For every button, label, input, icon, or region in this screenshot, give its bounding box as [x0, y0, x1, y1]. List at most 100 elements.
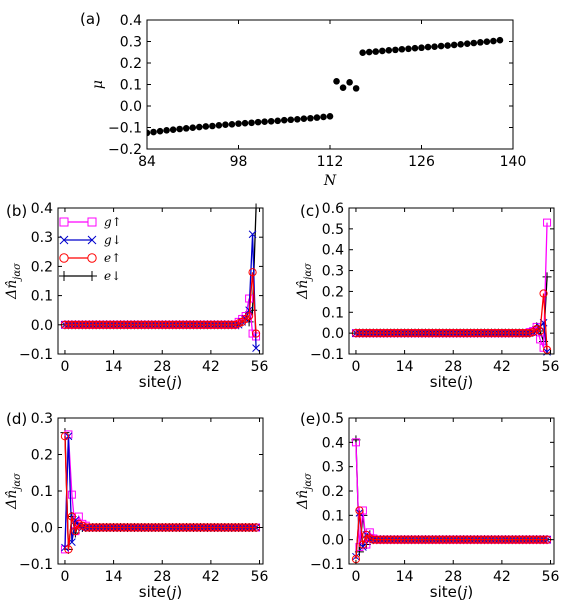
data-point [431, 43, 438, 50]
y-tick-label: 0.2 [322, 484, 344, 500]
data-series [351, 435, 552, 564]
series-circle [351, 289, 552, 354]
y-tick-label: 0.4 [31, 201, 53, 217]
legend-marker [87, 271, 97, 281]
data-point [280, 116, 288, 124]
panel-label: (a) [80, 10, 101, 28]
data-point [398, 45, 406, 53]
y-tick-label: 0.0 [120, 99, 142, 115]
data-point [195, 123, 203, 131]
y-axis-label: Δn̂jασ [4, 472, 23, 510]
series-line [355, 442, 548, 548]
x-tick-label: 84 [138, 154, 156, 170]
data-point [313, 114, 321, 121]
data-marker [71, 527, 80, 536]
y-tick-label: 0.1 [31, 484, 53, 500]
series-line [64, 272, 257, 334]
data-point [418, 44, 425, 52]
x-tick-label: 28 [153, 569, 171, 585]
x-tick-label: 28 [444, 359, 462, 375]
y-tick-label: −0.1 [19, 347, 53, 363]
x-axis-label: site(j) [139, 373, 182, 391]
series-line [355, 512, 548, 557]
y-tick-label: 0.2 [31, 448, 53, 464]
x-axis-label: site(j) [430, 583, 473, 601]
data-marker [67, 512, 76, 521]
data-point [346, 79, 353, 86]
x-axis-label: N [323, 173, 337, 189]
legend-marker [87, 217, 97, 227]
series-line [355, 439, 548, 552]
data-point [241, 119, 249, 127]
x-tick-label: 42 [493, 359, 511, 375]
y-tick-label: 0.0 [31, 521, 53, 537]
data-marker [536, 335, 545, 344]
data-point [182, 125, 190, 132]
panel-label: (b) [6, 202, 27, 220]
data-marker [67, 490, 76, 499]
series-line [64, 298, 257, 337]
data-point [287, 116, 295, 124]
data-point [339, 84, 347, 92]
x-tick-label: 42 [202, 569, 220, 585]
x-tick-label: 28 [153, 359, 171, 375]
x-tick-label: 14 [396, 359, 414, 375]
plot-frame [348, 207, 555, 355]
legend-marker [87, 235, 97, 245]
y-tick-label: 0.4 [120, 13, 142, 29]
y-tick-label: −0.1 [310, 557, 344, 573]
legend-marker [59, 253, 69, 263]
data-marker [245, 311, 254, 321]
data-point [450, 41, 458, 49]
data-series [351, 218, 552, 356]
x-tick-label: 14 [396, 569, 414, 585]
y-tick-label: 0.3 [31, 230, 53, 246]
y-axis-label: Δn̂jασ [295, 262, 314, 300]
x-label-part: site( [139, 373, 172, 391]
y-tick-label: −0.1 [310, 347, 344, 363]
series-line [64, 434, 257, 550]
y-tick-label: 0.0 [322, 326, 344, 342]
data-point [372, 48, 380, 55]
x-tick-label: 56 [542, 569, 560, 585]
data-marker [248, 523, 257, 532]
series-plus [60, 428, 261, 554]
plot-frame [57, 207, 264, 355]
x-label-part: site( [430, 583, 463, 601]
data-point [470, 39, 478, 47]
y-tick-label: 0.5 [322, 222, 344, 238]
x-tick-label: 42 [202, 359, 220, 375]
series-line [355, 222, 548, 348]
data-point [235, 120, 242, 127]
legend-label: g↓ [104, 233, 122, 247]
panel-d: (d) 0 14 28 42 56 −0.1 0.0 0.1 0.2 0.3 site(j) Δn̂jα… [4, 410, 269, 601]
y-tick-label: −0.1 [108, 121, 142, 137]
x-tick-label: 42 [493, 569, 511, 585]
panel-label: (c) [300, 202, 320, 220]
panel-label: (e) [300, 410, 321, 428]
y-tick-label: 0.1 [31, 289, 53, 305]
data-marker [539, 535, 548, 544]
y-label-sub: jασ [12, 262, 23, 282]
x-tick-label: 140 [500, 154, 527, 170]
y-tick-label: −0.1 [19, 557, 53, 573]
data-point [300, 115, 308, 122]
series-square [351, 438, 552, 551]
panel-e: (e)0 14 28 42 56−0.10.00.10.20.30.40.5site(j… [295, 410, 560, 601]
data-point [326, 113, 334, 120]
series-circle [351, 506, 552, 564]
x-label-part: site( [430, 373, 463, 391]
x-tick-label: 0 [60, 359, 69, 375]
y-tick-label: 0.3 [322, 264, 344, 280]
x-label-part: ) [467, 373, 473, 391]
y-label-main: Δn̂ [4, 280, 20, 300]
y-tick-label: 0.2 [31, 259, 53, 275]
data-marker [536, 326, 545, 336]
data-series [60, 203, 261, 353]
legend-marker [59, 271, 69, 281]
panel-c: (c) 0 14 28 42 56 −0.1 0.0 0.1 0.2 0.3 0.4 0.5 0.6 sit… [295, 201, 560, 391]
data-point [483, 38, 491, 46]
data-point [189, 124, 197, 132]
y-tick-label: 0.2 [120, 56, 142, 72]
